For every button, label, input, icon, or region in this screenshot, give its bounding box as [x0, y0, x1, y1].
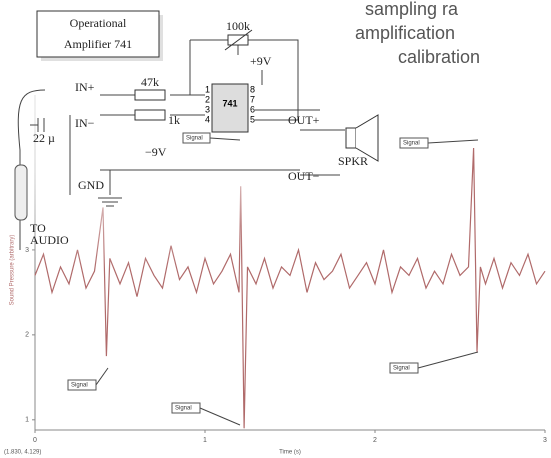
x-tick-label: 0 — [33, 437, 37, 444]
pin: 7 — [250, 94, 255, 104]
chip-label: 741 — [222, 98, 237, 108]
pin: 4 — [205, 114, 210, 124]
wires — [69, 39, 345, 195]
resistor-label: 47k — [141, 75, 159, 89]
speaker — [345, 127, 357, 149]
gnd-label: GND — [78, 178, 104, 192]
x-tick-label: 3 — [543, 437, 547, 444]
signal-callouts: Signal Signal Signal Signal Signal — [67, 132, 479, 426]
signal-line — [34, 147, 546, 429]
cap-label: 22 µ — [33, 131, 55, 145]
output-label: OUT− — [288, 169, 320, 183]
title-line: Amplifier 741 — [64, 37, 132, 51]
pot-label: 100k — [226, 19, 250, 33]
header-line: sampling ra — [365, 0, 459, 19]
pin: 3 — [205, 104, 210, 114]
audio-label: TO — [30, 221, 46, 235]
callout-box — [171, 402, 201, 414]
x-axis-label: Time (s) — [279, 450, 301, 456]
resistor-label: 1k — [168, 113, 180, 127]
supply-label: −9V — [145, 145, 167, 159]
callout-box — [399, 137, 429, 149]
pin: 8 — [250, 84, 255, 94]
callout-box — [67, 379, 97, 391]
audio-plug — [14, 164, 28, 221]
signal-label: Signal — [403, 141, 420, 147]
pot-arrow — [224, 29, 253, 51]
pin: 1 — [205, 84, 210, 94]
audio-label: AUDIO — [30, 233, 69, 247]
audio-cable — [17, 89, 46, 250]
resistor — [134, 109, 166, 121]
callout-box — [182, 132, 211, 144]
callout-box — [389, 362, 419, 374]
x-tick-label: 1 — [203, 437, 207, 444]
circuit: Operational Amplifier 741 741 1 2 3 4 5 … — [14, 10, 379, 250]
resistor — [134, 89, 166, 101]
callout-lines — [95, 137, 479, 426]
supply-label: +9V — [250, 54, 272, 68]
title-box — [36, 10, 160, 58]
header-line: amplification — [355, 23, 455, 43]
signal-label: Signal — [393, 366, 410, 372]
chip — [211, 83, 249, 133]
signal-label: Signal — [186, 136, 203, 142]
x-tick-label: 2 — [373, 437, 377, 444]
speaker-cone — [355, 114, 379, 162]
output-label: OUT+ — [288, 113, 320, 127]
pin: 2 — [205, 94, 210, 104]
cursor-readout: (1.830, 4.129) — [4, 450, 41, 456]
signal-label: Signal — [71, 383, 88, 389]
header-line: calibration — [398, 47, 480, 67]
speaker-label: SPKR — [338, 154, 368, 168]
title-line: Operational — [70, 16, 127, 30]
ground-symbol — [98, 197, 122, 207]
pin: 6 — [250, 104, 255, 114]
input-label: IN− — [75, 116, 95, 130]
header: sampling ra amplification calibration — [355, 0, 480, 67]
signal-label: Signal — [175, 406, 192, 412]
pin: 5 — [250, 114, 255, 124]
input-label: IN+ — [75, 80, 95, 94]
y-tick-label: 2 — [25, 332, 29, 339]
y-tick-label: 1 — [25, 417, 29, 424]
